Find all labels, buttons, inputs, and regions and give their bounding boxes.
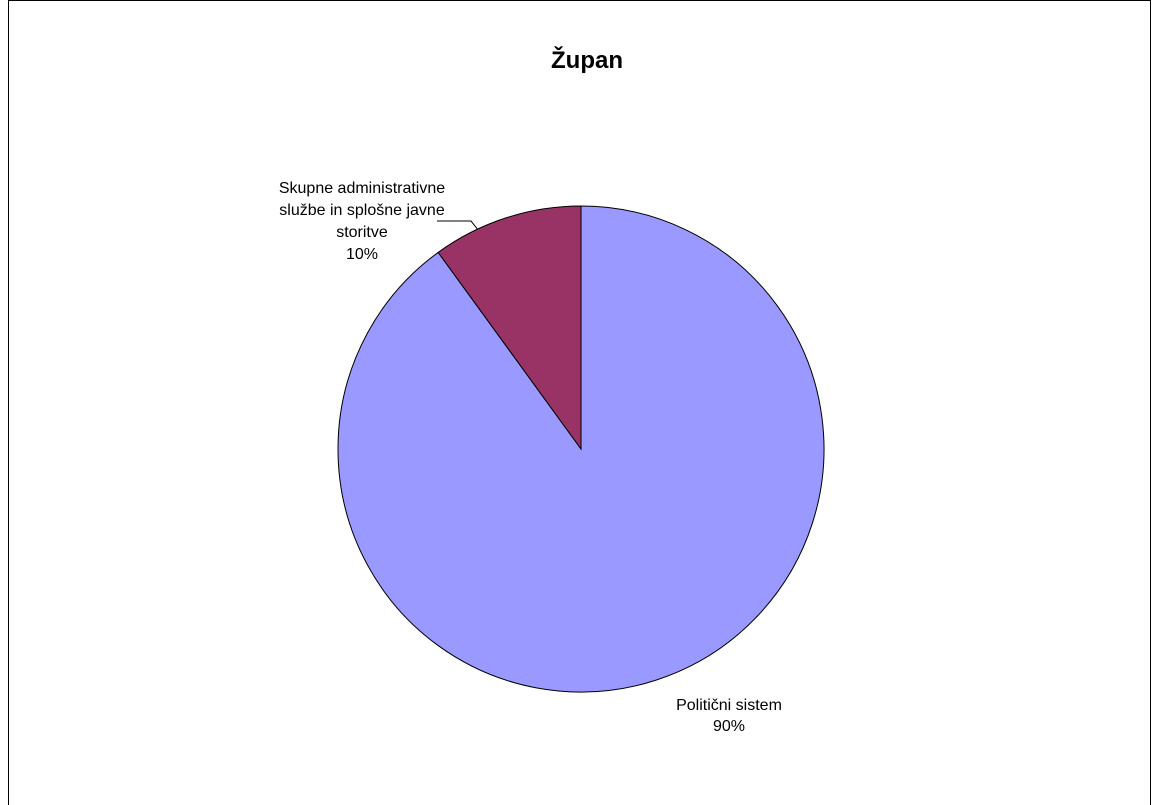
- leader-line-2: [437, 220, 478, 230]
- data-label-1: Politični sistem 90%: [676, 697, 782, 735]
- data-label-2: Skupne administrativne službe in splošne …: [279, 180, 445, 263]
- data-labels: Politični sistem 90% Skupne administrativn…: [279, 180, 782, 735]
- chart-title: Župan: [551, 46, 623, 74]
- pie-slices: [337, 205, 825, 693]
- leader-lines: [437, 220, 478, 230]
- pie-slice-2: [437, 205, 582, 451]
